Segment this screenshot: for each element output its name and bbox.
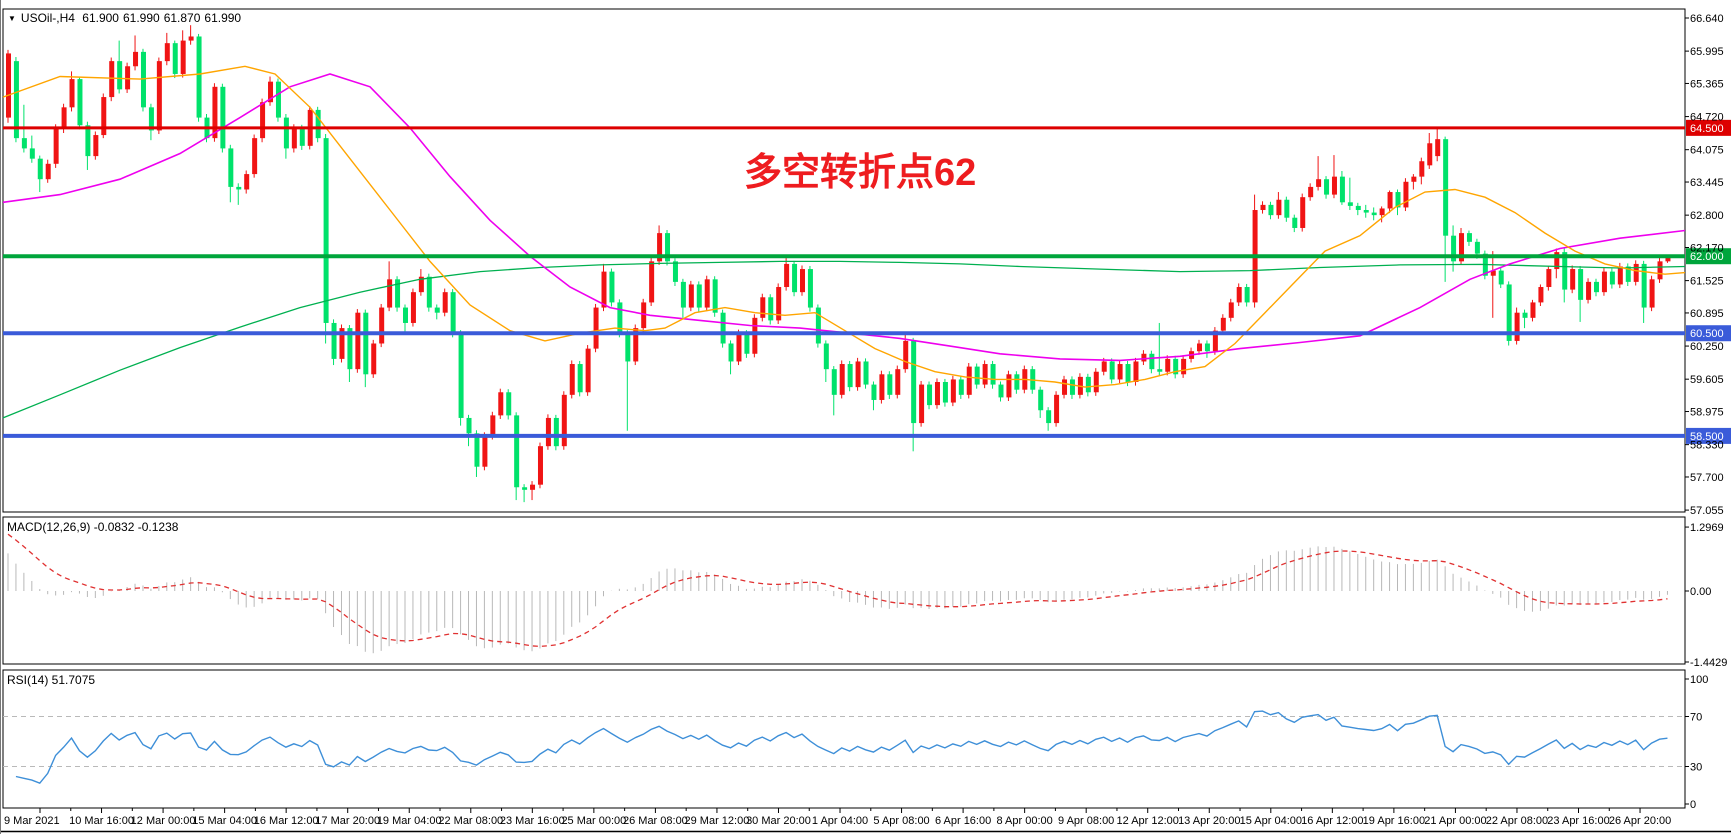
- price-tick-label: 65.365: [1690, 78, 1724, 90]
- price-tag-label: 64.500: [1690, 123, 1724, 135]
- time-tick-label: 6 Apr 16:00: [935, 815, 991, 827]
- price-tick-label: 60.895: [1690, 308, 1724, 320]
- time-tick-label: 26 Mar 08:00: [623, 815, 688, 827]
- time-tick-label: 22 Mar 08:00: [438, 815, 503, 827]
- ma-mid-magenta: [2, 73, 1686, 362]
- time-tick-label: 12 Apr 12:00: [1117, 815, 1179, 827]
- time-tick-label: 16 Mar 12:00: [254, 815, 319, 827]
- symbol-info-bar: ▼ USOil-,H4 61.900 61.990 61.870 61.990: [8, 11, 245, 25]
- horizontal-lines[interactable]: 64.500 62.000 60.500 58.500: [3, 119, 1731, 444]
- price-tick-label: 57.700: [1690, 472, 1724, 484]
- macd-tick-label: -1.4429: [1690, 657, 1727, 669]
- rsi-tick-label: 30: [1690, 762, 1702, 774]
- time-tick-label: 19 Mar 04:00: [377, 815, 442, 827]
- price-tick-label: 57.055: [1690, 505, 1724, 517]
- time-tick-label: 10 Mar 16:00: [69, 815, 134, 827]
- rsi-line: [15, 710, 1668, 785]
- rsi-levels: [3, 716, 1685, 767]
- symbol-name: USOil-,H4: [20, 11, 75, 25]
- price-tag: [1686, 325, 1731, 342]
- time-tick-label: 15 Apr 04:00: [1240, 815, 1302, 827]
- price-tag: [1686, 248, 1731, 265]
- time-tick-label: 8 Apr 00:00: [996, 815, 1052, 827]
- quote-open: 61.900: [82, 11, 119, 25]
- price-tick-label: 59.605: [1690, 374, 1724, 386]
- rsi-indicator-label: RSI(14) 51.7075: [7, 673, 96, 687]
- time-tick-label: 16 Apr 12:00: [1301, 815, 1363, 827]
- time-tick-label: 17 Mar 20:00: [315, 815, 380, 827]
- quote-low: 61.870: [163, 11, 201, 25]
- price-tick-label: 62.800: [1690, 210, 1724, 222]
- rsi-tick-label: 100: [1690, 674, 1708, 686]
- time-tick-label: 1 Apr 04:00: [812, 815, 868, 827]
- price-tick-label: 63.445: [1690, 177, 1724, 189]
- price-tag: [1686, 119, 1731, 136]
- macd-axis: 1.2969 0.00 -1.4429: [1685, 522, 1727, 669]
- price-tick-label: 60.250: [1690, 341, 1724, 353]
- price-tick-label: 64.720: [1690, 112, 1724, 124]
- rsi-axis: 100 70 30 0: [1685, 674, 1708, 811]
- time-tick-label: 23 Apr 16:00: [1547, 815, 1609, 827]
- price-tick-label: 58.975: [1690, 407, 1724, 419]
- time-tick-label: 9 Apr 08:00: [1058, 815, 1114, 827]
- time-tick-label: 23 Mar 16:00: [500, 815, 565, 827]
- time-tick-label: 30 Mar 20:00: [746, 815, 811, 827]
- time-tick-label: 21 Apr 00:00: [1424, 815, 1486, 827]
- ma-slow-green: [2, 260, 1686, 419]
- time-tick-label: 13 Apr 20:00: [1178, 815, 1240, 827]
- macd-indicator-label: MACD(12,26,9) -0.0832 -0.1238: [7, 520, 179, 534]
- price-axis: 66.640 65.995 65.365 64.720 64.075 63.445 62.8…: [1685, 13, 1724, 517]
- time-tick-label: 29 Mar 12:00: [685, 815, 750, 827]
- chart-collapse-icon[interactable]: ▼: [8, 14, 16, 23]
- price-tick-label: 61.525: [1690, 276, 1724, 288]
- time-tick-label: 5 Apr 08:00: [873, 815, 929, 827]
- price-tick-label: 58.330: [1690, 440, 1724, 452]
- time-tick-label: 25 Mar 00:00: [561, 815, 626, 827]
- time-tick-label: 19 Apr 16:00: [1363, 815, 1425, 827]
- price-tag-label: 58.500: [1690, 431, 1724, 443]
- time-tick-label: 12 Mar 00:00: [131, 815, 196, 827]
- quote-close: 61.990: [204, 11, 242, 25]
- price-tag-label: 62.000: [1690, 251, 1724, 263]
- time-tick-label: 26 Apr 20:00: [1609, 815, 1671, 827]
- time-tick-label: 22 Apr 08:00: [1486, 815, 1548, 827]
- price-tick-label: 65.995: [1690, 46, 1724, 58]
- macd-tick-label: 0.00: [1690, 586, 1711, 598]
- time-tick-label: 15 Mar 04:00: [192, 815, 257, 827]
- macd-tick-label: 1.2969: [1690, 522, 1724, 534]
- price-tick-label: 64.075: [1690, 145, 1724, 157]
- candlestick-series: [6, 25, 1671, 503]
- price-tick-label: 66.640: [1690, 13, 1724, 25]
- rsi-tick-label: 70: [1690, 712, 1702, 724]
- price-tag: [1686, 427, 1731, 444]
- time-tick-label: 9 Mar 2021: [4, 815, 60, 827]
- quote-high: 61.990: [122, 11, 160, 25]
- macd-histogram: [7, 546, 1668, 654]
- price-tick-label: 62.170: [1690, 242, 1724, 254]
- ma-fast-orange: [2, 65, 1686, 388]
- chart-text-annotation[interactable]: 多空转折点62: [744, 152, 977, 194]
- rsi-tick-label: 0: [1690, 799, 1696, 811]
- price-tag-label: 60.500: [1690, 328, 1724, 340]
- macd-signal-line: [7, 533, 1668, 648]
